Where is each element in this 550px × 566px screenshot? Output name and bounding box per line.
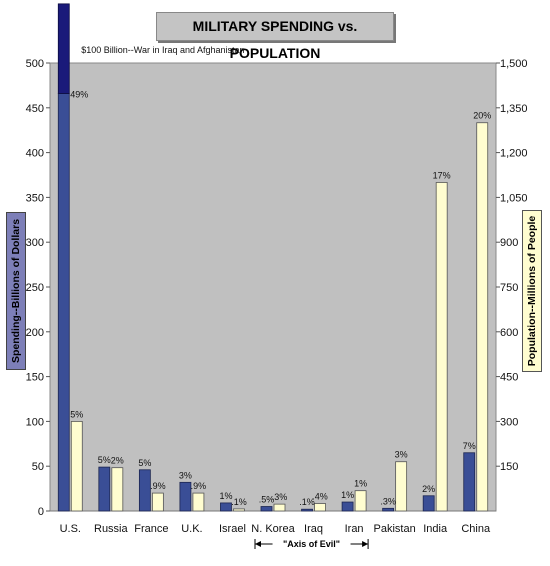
spending-share-label: 3% [179, 470, 192, 480]
population-share-label: 5% [70, 409, 83, 419]
right-tick-label: 150 [500, 461, 518, 473]
spending-bar [382, 507, 395, 512]
category-label: Iraq [304, 523, 323, 535]
population-share-label: .1% [231, 497, 247, 507]
spending-bar [422, 495, 435, 512]
left-tick-label: 350 [26, 192, 44, 204]
spending-share-label: 49% [70, 89, 88, 99]
category-label: France [134, 523, 168, 535]
population-share-label: 17% [433, 170, 451, 180]
chart-title: MILITARY SPENDING vs. POPULATION [156, 12, 394, 61]
spending-share-label: .1% [299, 497, 315, 507]
spending-bar [260, 506, 273, 512]
spending-bar [463, 452, 476, 512]
spending-share-label: .5% [259, 495, 275, 505]
right-axis-label-box: Population--Millions of People [522, 210, 542, 372]
annotation-label-bg [272, 537, 351, 550]
right-tick-label: 600 [500, 327, 518, 339]
left-tick-label: 50 [32, 461, 44, 473]
spending-bar [301, 508, 313, 512]
spending-bar [138, 469, 151, 512]
spending-bar [220, 502, 232, 512]
right-tick-label: 1,200 [500, 148, 528, 160]
left-tick-label: 250 [26, 282, 44, 294]
right-tick-label: 900 [500, 237, 518, 249]
population-bar [314, 503, 326, 512]
annotation-label: "Axis of Evil" [283, 539, 340, 549]
category-label: China [461, 523, 491, 535]
left-tick-label: 300 [26, 237, 44, 249]
spending-bar [341, 501, 354, 512]
spending-share-label: 1% [219, 491, 232, 501]
population-bar [233, 508, 245, 512]
population-bar [151, 492, 164, 512]
spending-share-label: 5% [98, 455, 111, 465]
right-tick-label: 1,500 [500, 58, 528, 70]
annotation-arrow-right [362, 541, 369, 547]
spending-share-label: .3% [380, 496, 396, 506]
population-bar [70, 420, 83, 512]
left-tick-label: 200 [26, 327, 44, 339]
left-tick-label: 500 [26, 58, 44, 70]
population-share-label: .4% [312, 492, 328, 502]
left-tick-label: 400 [26, 148, 44, 160]
left-tick-label: 100 [26, 416, 44, 428]
spending-bar [179, 481, 192, 512]
population-bar [435, 182, 448, 512]
left-axis-label-box: Spending--Billions of Dollars [6, 212, 26, 370]
right-tick-label: 450 [500, 372, 518, 384]
population-bar [273, 503, 286, 512]
left-tick-label: 0 [38, 506, 44, 518]
population-bar [354, 490, 367, 512]
right-tick-label: 1,050 [500, 192, 528, 204]
category-label: U.S. [60, 523, 81, 535]
left-axis-label: Spending--Billions of Dollars [10, 218, 22, 364]
category-label: India [423, 523, 448, 535]
population-bar [395, 461, 408, 512]
population-share-label: 3% [395, 450, 408, 460]
population-share-label: 1% [354, 479, 367, 489]
category-label: N. Korea [251, 523, 295, 535]
right-axis-label: Population--Millions of People [526, 215, 538, 367]
population-share-label: 20% [473, 111, 491, 121]
category-label: Russia [94, 523, 129, 535]
population-bar [476, 122, 489, 512]
category-label: Israel [219, 523, 246, 535]
annotation-arrow-left [255, 541, 261, 547]
plot-area [49, 62, 497, 512]
spending-bar [98, 466, 111, 512]
spending-share-label: 2% [422, 484, 435, 494]
spending-bar [57, 93, 70, 512]
population-share-label: 2% [111, 456, 124, 466]
population-share-label: .9% [150, 481, 166, 491]
war-spending-bar [57, 3, 70, 94]
spending-share-label: 1% [341, 490, 354, 500]
population-share-label: .3% [272, 492, 288, 502]
right-tick-label: 750 [500, 282, 518, 294]
left-tick-label: 450 [26, 103, 44, 115]
right-tick-label: 1,350 [500, 103, 528, 115]
category-label: Iran [345, 523, 364, 535]
population-share-label: .9% [191, 481, 207, 491]
category-label: Pakistan [374, 523, 416, 535]
right-tick-label: 300 [500, 416, 518, 428]
category-label: U.K. [181, 523, 202, 535]
spending-share-label: 5% [138, 458, 151, 468]
left-tick-label: 150 [26, 372, 44, 384]
war-spending-label: $100 Billion--War in Iraq and Afghanista… [81, 45, 244, 55]
population-bar [192, 492, 205, 512]
spending-share-label: 7% [463, 441, 476, 451]
population-bar [111, 467, 124, 512]
